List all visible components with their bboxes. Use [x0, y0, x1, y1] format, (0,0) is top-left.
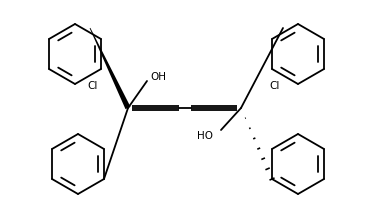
Text: OH: OH: [150, 72, 166, 82]
Text: HO: HO: [197, 131, 213, 141]
Polygon shape: [90, 28, 131, 109]
Text: Cl: Cl: [87, 81, 97, 91]
Text: Cl: Cl: [270, 81, 280, 91]
